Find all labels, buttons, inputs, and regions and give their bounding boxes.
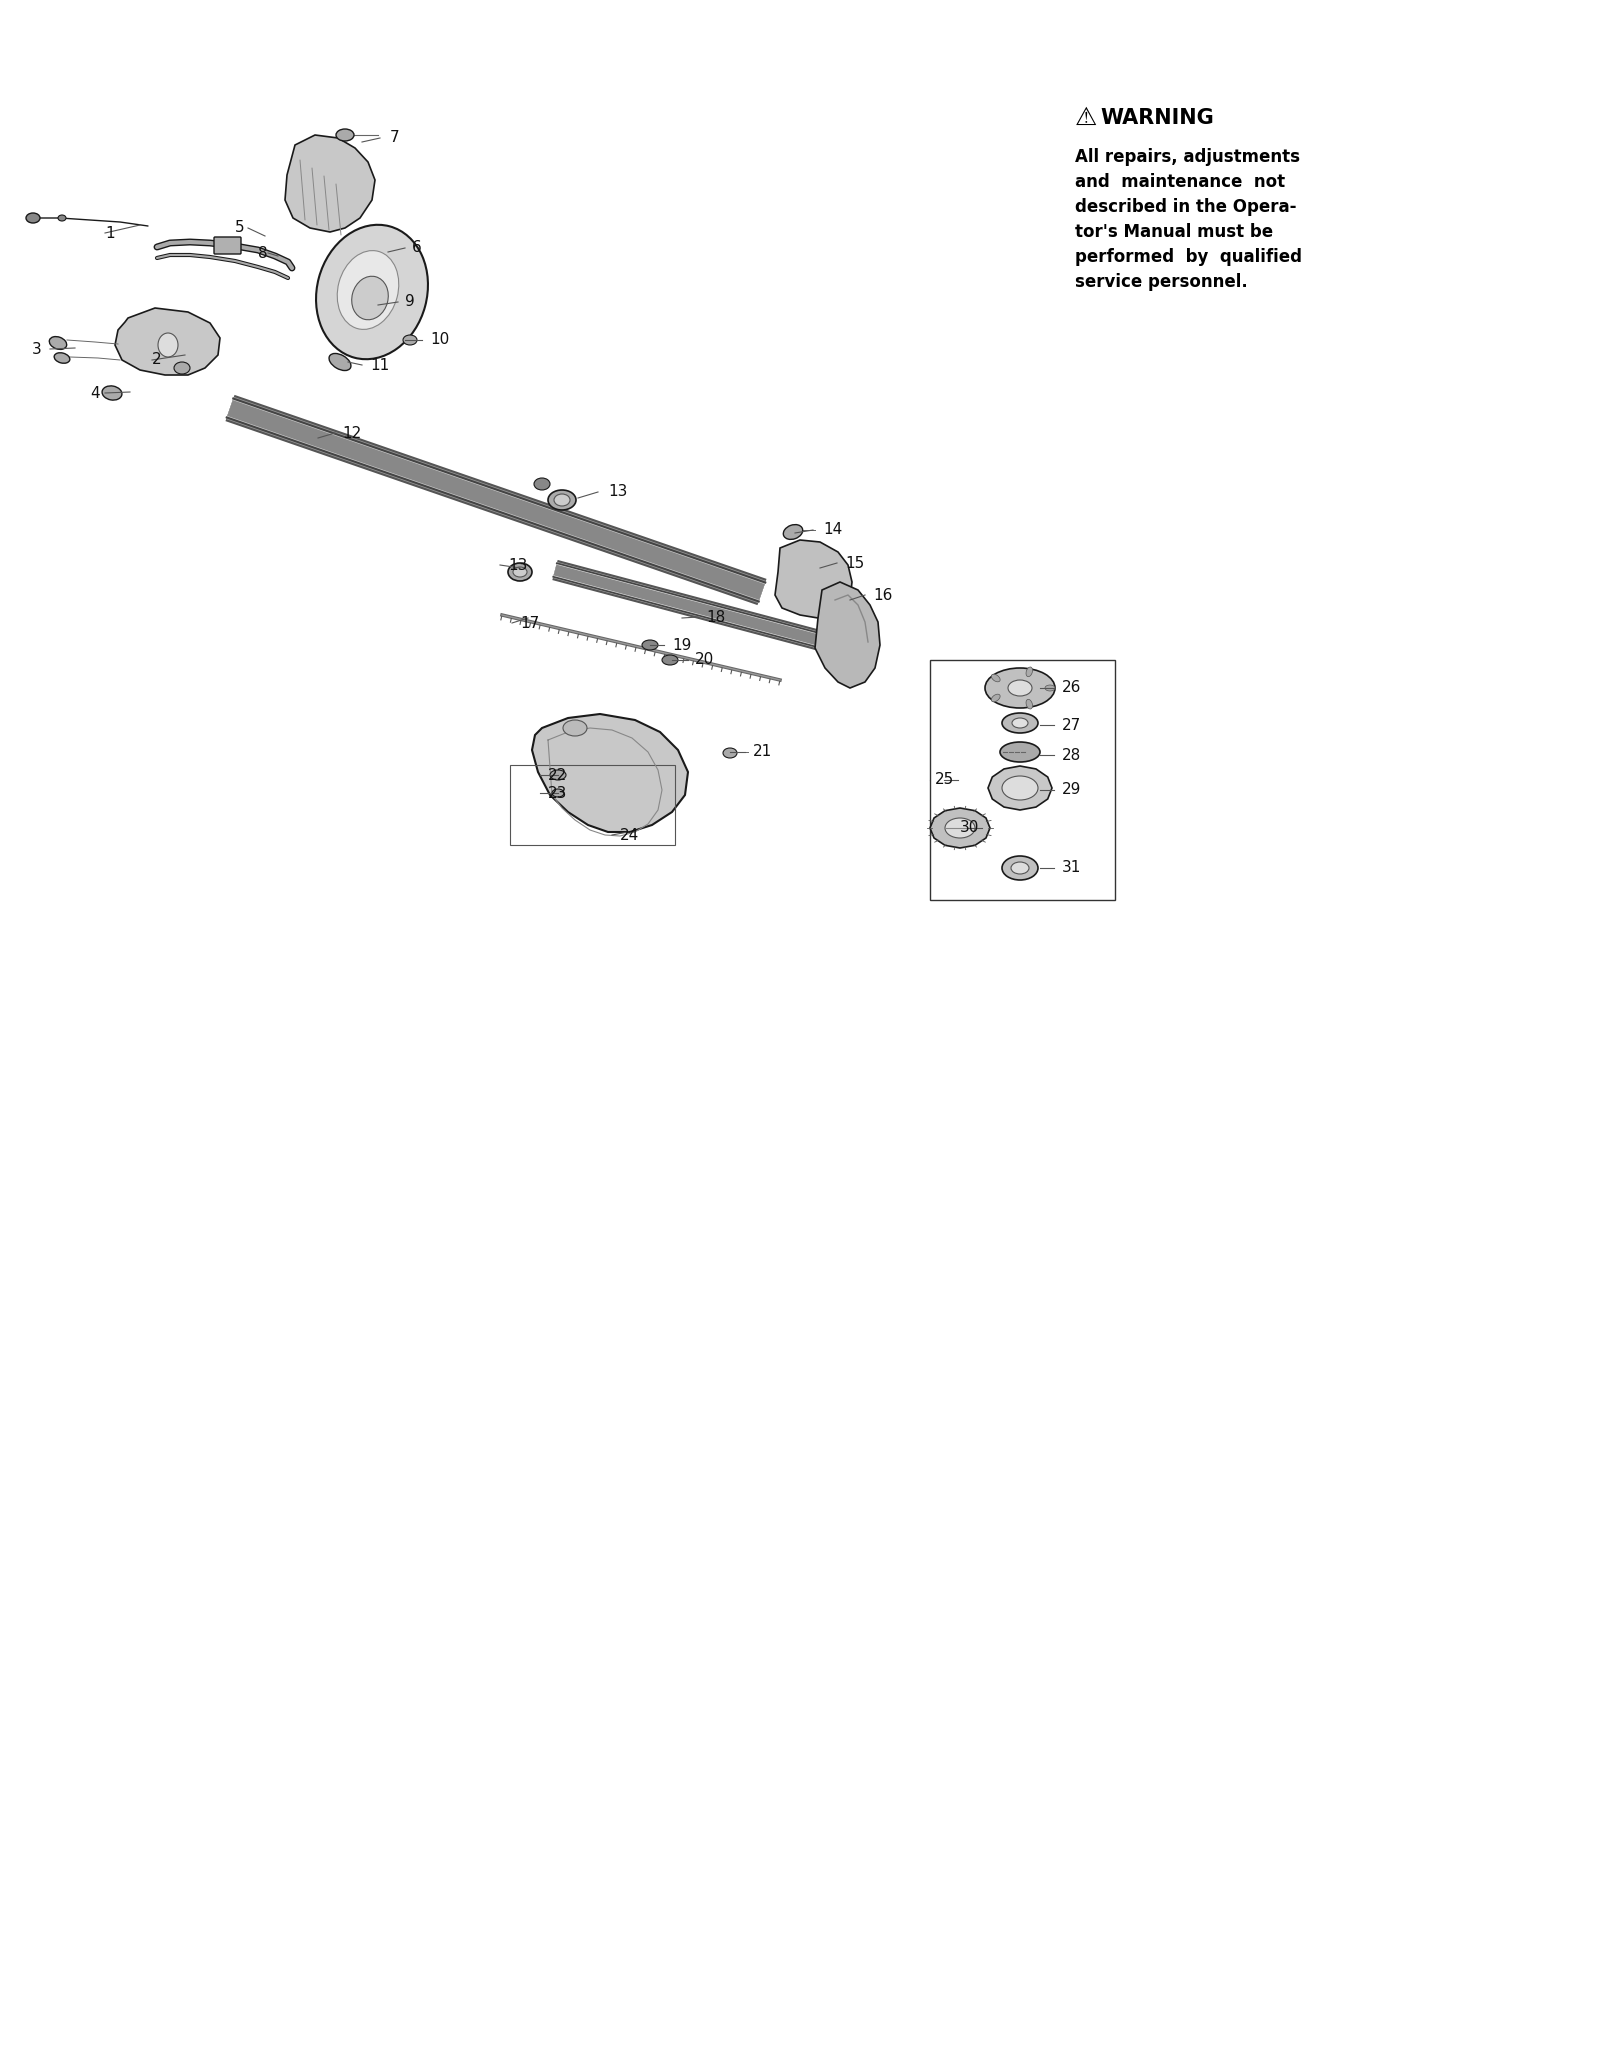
Ellipse shape	[552, 789, 563, 797]
Ellipse shape	[54, 352, 70, 362]
Ellipse shape	[1026, 700, 1032, 710]
Text: 24: 24	[621, 828, 640, 842]
Text: 7: 7	[390, 130, 400, 145]
Ellipse shape	[784, 524, 803, 540]
Ellipse shape	[554, 495, 570, 505]
Text: 25: 25	[934, 772, 954, 787]
Text: All repairs, adjustments
and  maintenance  not
described in the Opera-
tor's Man: All repairs, adjustments and maintenance…	[1075, 147, 1302, 292]
Text: 15: 15	[845, 555, 864, 571]
Ellipse shape	[534, 478, 550, 491]
Text: 19: 19	[672, 638, 691, 652]
Ellipse shape	[1002, 857, 1038, 880]
Ellipse shape	[317, 226, 427, 360]
Ellipse shape	[1002, 776, 1038, 799]
Text: 12: 12	[342, 426, 362, 441]
Ellipse shape	[336, 128, 354, 141]
Ellipse shape	[330, 354, 350, 371]
Ellipse shape	[1011, 861, 1029, 874]
Text: 18: 18	[706, 609, 725, 625]
Text: 21: 21	[754, 745, 773, 760]
Ellipse shape	[1008, 681, 1032, 696]
Ellipse shape	[1026, 667, 1032, 677]
Ellipse shape	[26, 213, 40, 224]
Text: 1: 1	[106, 226, 115, 240]
Polygon shape	[814, 582, 880, 687]
Ellipse shape	[509, 563, 531, 582]
Polygon shape	[989, 766, 1053, 809]
Text: 2: 2	[152, 352, 162, 368]
Ellipse shape	[563, 720, 587, 737]
Ellipse shape	[986, 669, 1054, 708]
Ellipse shape	[642, 640, 658, 650]
Text: 31: 31	[1062, 861, 1082, 876]
Text: 11: 11	[370, 358, 389, 373]
Text: 9: 9	[405, 294, 414, 310]
Ellipse shape	[550, 770, 566, 780]
Ellipse shape	[174, 362, 190, 375]
Ellipse shape	[50, 337, 67, 350]
Text: 6: 6	[413, 240, 422, 255]
Text: 3: 3	[32, 342, 42, 356]
Ellipse shape	[662, 654, 678, 664]
Ellipse shape	[58, 215, 66, 221]
Ellipse shape	[514, 567, 526, 578]
Text: 29: 29	[1062, 782, 1082, 797]
Text: 28: 28	[1062, 747, 1082, 762]
Text: 30: 30	[960, 820, 979, 836]
Ellipse shape	[338, 250, 398, 329]
Polygon shape	[285, 135, 374, 232]
Text: 23: 23	[547, 785, 568, 801]
Ellipse shape	[723, 747, 738, 758]
Ellipse shape	[992, 693, 1000, 702]
Ellipse shape	[1013, 718, 1027, 729]
Ellipse shape	[403, 335, 418, 346]
Ellipse shape	[547, 491, 576, 509]
Text: 20: 20	[694, 652, 714, 667]
Ellipse shape	[158, 333, 178, 356]
Text: 26: 26	[1062, 681, 1082, 696]
Polygon shape	[115, 308, 221, 375]
Text: 17: 17	[520, 615, 539, 631]
Bar	[510, 766, 675, 845]
Ellipse shape	[1045, 685, 1054, 691]
Text: 13: 13	[509, 557, 528, 573]
Text: 13: 13	[608, 484, 627, 499]
Polygon shape	[930, 807, 990, 849]
Text: 8: 8	[258, 246, 267, 261]
Text: 22: 22	[547, 768, 568, 782]
FancyBboxPatch shape	[214, 236, 242, 255]
Text: 14: 14	[822, 522, 842, 538]
Text: 4: 4	[90, 385, 99, 400]
Bar	[930, 660, 1115, 900]
Text: 16: 16	[874, 588, 893, 602]
Ellipse shape	[102, 385, 122, 400]
Ellipse shape	[352, 275, 389, 319]
Ellipse shape	[1002, 712, 1038, 733]
Polygon shape	[531, 714, 688, 832]
Text: WARNING: WARNING	[1101, 108, 1214, 128]
Text: 27: 27	[1062, 718, 1082, 733]
Ellipse shape	[946, 818, 974, 838]
Text: 10: 10	[430, 333, 450, 348]
Ellipse shape	[1000, 741, 1040, 762]
Text: ⚠: ⚠	[1075, 106, 1098, 130]
Text: 5: 5	[235, 221, 245, 236]
Polygon shape	[774, 540, 851, 619]
Ellipse shape	[992, 675, 1000, 681]
